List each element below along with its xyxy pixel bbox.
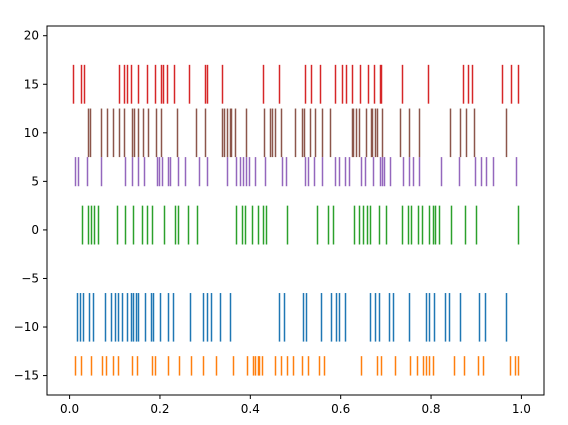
y-tick-label: 10: [24, 126, 39, 140]
x-tick-label: 0.4: [241, 402, 260, 416]
event-series-5: [72, 64, 520, 104]
x-tick-label: 1.0: [512, 402, 531, 416]
y-tick-label: −5: [21, 271, 39, 285]
y-axis: −15 −10 −5 0 5 10 15 20: [14, 29, 47, 383]
y-tick-label: 5: [31, 174, 39, 188]
x-tick-label: 0.6: [331, 402, 350, 416]
y-tick-label: 20: [24, 29, 39, 43]
event-series-2: [81, 205, 520, 245]
y-tick-label: 15: [24, 77, 39, 91]
plot-area-frame: [46, 25, 545, 396]
series-layer: [72, 64, 520, 376]
x-tick-label: 0.0: [60, 402, 79, 416]
x-tick-label: 0.8: [421, 402, 440, 416]
event-series-4: [87, 108, 508, 158]
x-axis: 0.0 0.2 0.4 0.6 0.8 1.0: [60, 395, 531, 416]
event-series-1: [76, 293, 508, 342]
y-tick-label: 0: [31, 223, 39, 237]
y-tick-label: −15: [14, 369, 39, 383]
y-tick-label: −10: [14, 320, 39, 334]
x-tick-label: 0.2: [150, 402, 169, 416]
event-series-3: [74, 157, 518, 187]
event-series-0: [74, 356, 520, 376]
